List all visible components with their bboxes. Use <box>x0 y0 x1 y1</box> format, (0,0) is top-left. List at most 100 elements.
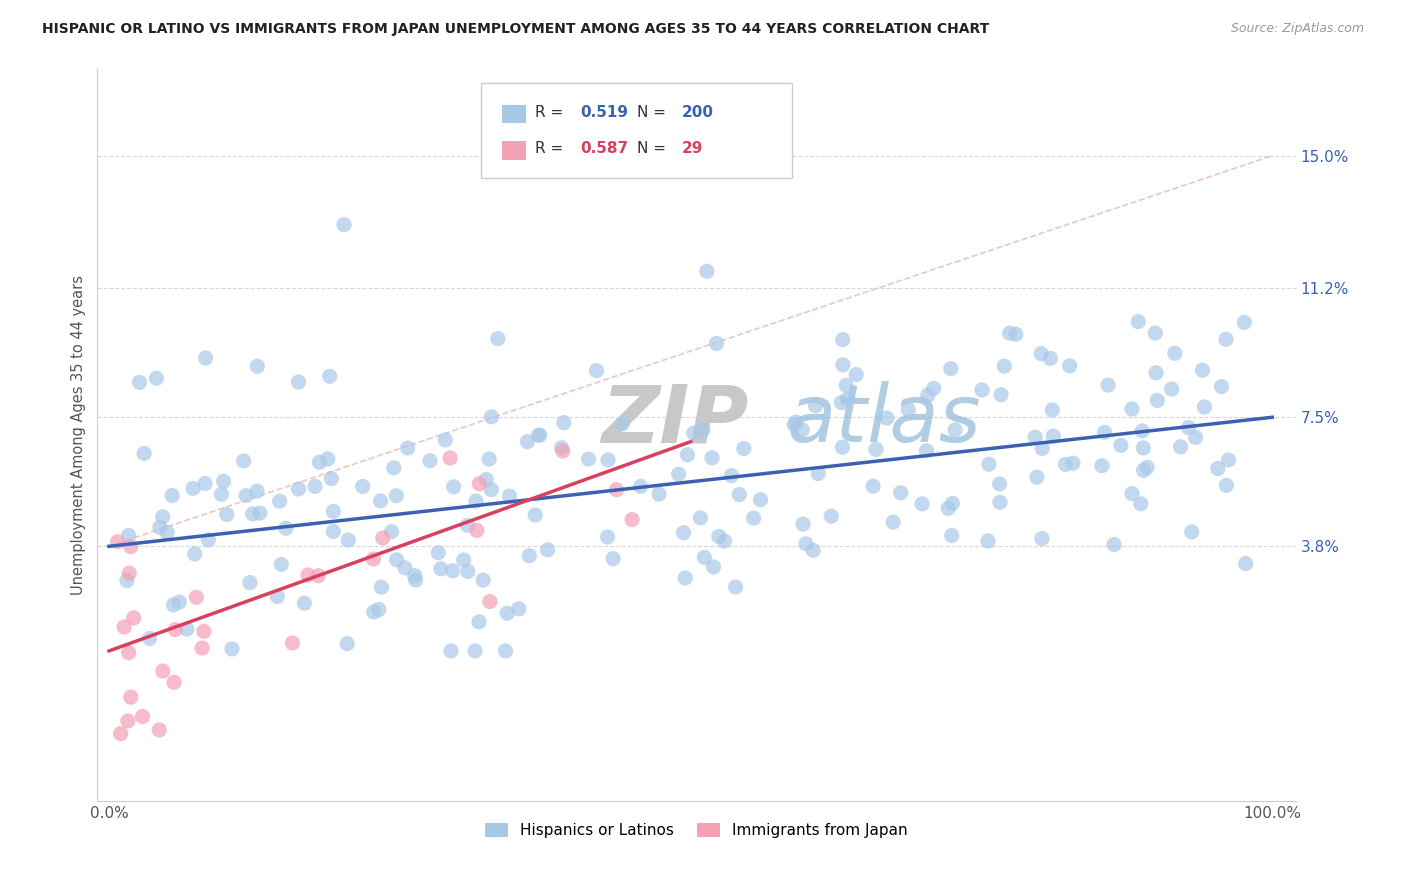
Text: atlas: atlas <box>786 381 981 459</box>
Point <box>427 546 450 560</box>
Point <box>1025 470 1047 484</box>
Point <box>527 428 550 442</box>
Point <box>837 392 859 406</box>
Point <box>434 433 457 447</box>
Point <box>792 517 814 532</box>
Text: 0.519: 0.519 <box>581 105 628 120</box>
Point <box>630 479 652 493</box>
Point <box>882 515 904 529</box>
Text: N =: N = <box>637 141 665 156</box>
Point <box>212 475 235 489</box>
Point <box>363 552 385 566</box>
Point <box>120 540 142 554</box>
Point <box>321 472 343 486</box>
Point <box>1160 382 1182 396</box>
Point <box>287 482 309 496</box>
Point <box>1215 332 1237 346</box>
Point <box>475 473 498 487</box>
Point <box>785 415 807 429</box>
Point <box>478 594 501 608</box>
Point <box>249 506 271 520</box>
Point <box>749 492 772 507</box>
Point <box>370 494 392 508</box>
Point <box>941 528 963 542</box>
Point <box>1233 315 1256 329</box>
Point <box>118 566 141 581</box>
Point <box>235 489 257 503</box>
Point <box>517 549 540 563</box>
Point <box>194 351 217 365</box>
Point <box>120 690 142 705</box>
Point <box>830 395 852 409</box>
Point <box>117 646 139 660</box>
Point <box>792 423 814 437</box>
Point <box>1031 346 1053 360</box>
Point <box>481 409 503 424</box>
Point <box>232 454 254 468</box>
Point <box>897 402 920 417</box>
Point <box>536 542 558 557</box>
FancyBboxPatch shape <box>481 83 793 178</box>
Point <box>465 524 488 538</box>
Point <box>380 524 402 539</box>
Point <box>672 525 695 540</box>
Point <box>998 326 1021 341</box>
Text: 0.587: 0.587 <box>581 141 628 156</box>
Point <box>724 580 747 594</box>
Point <box>246 484 269 499</box>
Point <box>472 573 495 587</box>
Point <box>191 641 214 656</box>
Point <box>1234 557 1257 571</box>
Point <box>404 568 426 582</box>
Point <box>419 453 441 467</box>
Point <box>266 590 288 604</box>
Point <box>1024 430 1046 444</box>
Point <box>269 494 291 508</box>
Point <box>149 520 172 534</box>
Point <box>676 448 699 462</box>
Point <box>197 533 219 547</box>
Point <box>524 508 547 522</box>
Point <box>112 620 135 634</box>
Point <box>122 611 145 625</box>
Point <box>922 381 945 395</box>
Point <box>835 378 858 392</box>
Point <box>1144 326 1167 340</box>
Point <box>720 468 742 483</box>
Point <box>128 376 150 390</box>
Point <box>1031 442 1053 456</box>
Point <box>246 359 269 374</box>
Point <box>915 443 938 458</box>
Point <box>464 644 486 658</box>
Point <box>1121 401 1143 416</box>
Point <box>1128 314 1150 328</box>
Point <box>1130 424 1153 438</box>
Point <box>405 573 427 587</box>
Point <box>865 442 887 457</box>
Point <box>496 606 519 620</box>
Point <box>430 562 453 576</box>
Point <box>990 387 1012 401</box>
Point <box>132 446 155 460</box>
Point <box>550 441 572 455</box>
Point <box>322 524 344 539</box>
Point <box>807 467 830 481</box>
FancyBboxPatch shape <box>502 105 526 123</box>
Point <box>152 664 174 678</box>
Point <box>1039 351 1062 366</box>
Text: R =: R = <box>534 141 562 156</box>
Point <box>596 453 619 467</box>
Point <box>371 531 394 545</box>
Point <box>1004 327 1026 342</box>
Point <box>585 363 607 377</box>
Point <box>1132 463 1154 477</box>
Text: R =: R = <box>534 105 562 120</box>
Point <box>440 644 463 658</box>
Point <box>1136 460 1159 475</box>
Point <box>1091 458 1114 473</box>
Point <box>970 383 993 397</box>
Point <box>385 489 408 503</box>
Point <box>1042 429 1064 443</box>
Point <box>820 509 842 524</box>
Point <box>693 550 716 565</box>
